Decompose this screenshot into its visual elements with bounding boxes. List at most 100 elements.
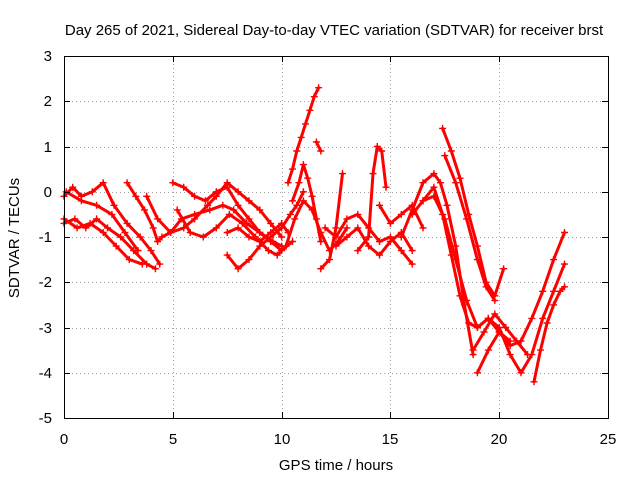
data-point bbox=[302, 120, 309, 128]
data-point bbox=[561, 260, 568, 268]
data-point bbox=[138, 260, 146, 268]
series-track-26 bbox=[473, 328, 514, 377]
data-point bbox=[186, 229, 194, 236]
data-point bbox=[123, 179, 131, 187]
data-point bbox=[167, 229, 175, 236]
series-track-17 bbox=[332, 224, 416, 259]
data-point bbox=[69, 183, 77, 191]
data-point bbox=[343, 224, 351, 232]
data-point bbox=[223, 251, 231, 259]
data-point bbox=[452, 256, 460, 264]
y-tick-label: -3 bbox=[39, 320, 52, 337]
data-point bbox=[219, 201, 227, 209]
data-point bbox=[456, 174, 464, 182]
x-tick-label: 25 bbox=[600, 431, 617, 448]
data-point bbox=[289, 165, 296, 173]
data-point bbox=[326, 256, 333, 264]
data-point bbox=[386, 219, 394, 227]
series-line bbox=[171, 181, 294, 253]
data-point bbox=[491, 296, 499, 304]
data-point bbox=[430, 170, 438, 178]
data-point bbox=[149, 224, 157, 232]
data-point bbox=[441, 215, 449, 223]
data-point bbox=[299, 188, 307, 196]
x-tick-label: 10 bbox=[274, 431, 291, 448]
data-point bbox=[343, 233, 351, 241]
data-point bbox=[500, 265, 508, 273]
data-point bbox=[484, 346, 492, 354]
x-axis-label: GPS time / hours bbox=[279, 457, 393, 474]
data-point bbox=[265, 247, 272, 255]
data-point bbox=[443, 201, 451, 209]
series-track-11 bbox=[284, 84, 323, 187]
data-point bbox=[191, 215, 199, 223]
series-line bbox=[443, 154, 497, 302]
data-point bbox=[99, 179, 107, 187]
data-point bbox=[71, 215, 79, 223]
data-point bbox=[419, 197, 427, 205]
data-point bbox=[212, 188, 220, 196]
data-point bbox=[321, 224, 329, 232]
data-point bbox=[524, 351, 531, 359]
data-point bbox=[278, 219, 286, 227]
data-point bbox=[376, 201, 383, 209]
data-point bbox=[256, 206, 264, 214]
data-point bbox=[550, 301, 558, 309]
series-line bbox=[441, 126, 506, 298]
data-point bbox=[245, 233, 253, 241]
data-point bbox=[73, 224, 81, 232]
series-track-15 bbox=[317, 170, 346, 273]
data-point bbox=[282, 242, 290, 250]
data-point bbox=[62, 188, 70, 196]
data-point bbox=[267, 219, 275, 227]
data-point bbox=[117, 233, 125, 241]
series-track-4 bbox=[62, 188, 142, 255]
series-track-24 bbox=[441, 152, 499, 304]
y-tick-label: -5 bbox=[39, 410, 52, 427]
data-point bbox=[308, 192, 316, 200]
data-point bbox=[151, 265, 159, 273]
data-point bbox=[561, 229, 568, 236]
data-point bbox=[528, 314, 536, 322]
data-point bbox=[376, 251, 383, 259]
data-point bbox=[376, 238, 383, 245]
data-point bbox=[419, 224, 427, 232]
series-line bbox=[314, 140, 323, 153]
data-point bbox=[408, 247, 416, 255]
x-tick-labels: 0 5 10 15 20 25 bbox=[60, 431, 617, 448]
data-point bbox=[143, 192, 151, 200]
data-point bbox=[456, 292, 464, 300]
data-point bbox=[469, 346, 477, 354]
data-point bbox=[317, 265, 325, 273]
data-point bbox=[289, 238, 296, 245]
data-point bbox=[517, 369, 525, 377]
data-point bbox=[154, 215, 162, 223]
series-line bbox=[319, 172, 344, 271]
data-point bbox=[256, 229, 264, 236]
data-point bbox=[234, 201, 242, 209]
series-line bbox=[62, 181, 162, 266]
data-point bbox=[267, 229, 275, 236]
y-tick-label: -4 bbox=[39, 365, 52, 382]
data-point bbox=[289, 197, 296, 205]
data-point bbox=[463, 215, 471, 223]
data-point bbox=[306, 106, 314, 114]
data-point bbox=[238, 219, 246, 227]
data-point bbox=[473, 369, 481, 377]
data-point bbox=[386, 238, 394, 245]
series-line bbox=[532, 285, 566, 384]
data-point bbox=[473, 256, 481, 264]
data-point bbox=[278, 233, 286, 241]
data-point bbox=[354, 247, 362, 255]
data-point bbox=[86, 219, 94, 227]
data-point bbox=[141, 206, 148, 214]
data-point bbox=[495, 328, 503, 336]
series-line bbox=[475, 330, 512, 375]
data-point bbox=[397, 210, 405, 218]
data-series bbox=[60, 84, 568, 386]
series-track-9 bbox=[223, 188, 307, 273]
data-point bbox=[513, 337, 521, 345]
y-axis-label: SDTVAR / TECUs bbox=[6, 178, 23, 298]
data-point bbox=[332, 242, 340, 250]
